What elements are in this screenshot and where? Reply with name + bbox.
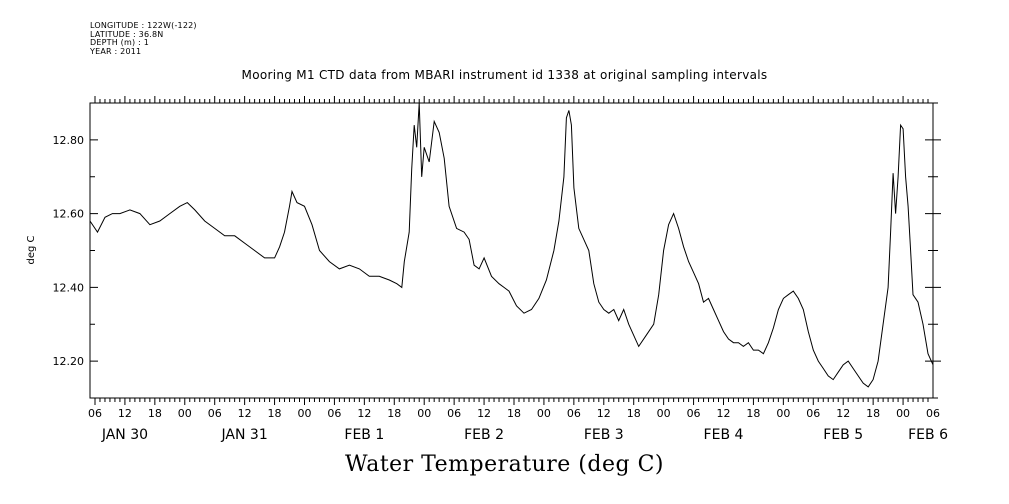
- x-tick-label: 12: [716, 407, 730, 420]
- metadata-block: LONGITUDE : 122W(-122) LATITUDE : 36.8N …: [90, 21, 197, 56]
- x-day-label: FEB 1: [344, 427, 384, 443]
- y-tick-label: 12.80: [53, 134, 85, 147]
- x-tick-label: 00: [297, 407, 311, 420]
- x-day-label: FEB 6: [908, 427, 948, 443]
- meta-depth: DEPTH (m) : 1: [90, 38, 149, 47]
- x-tick-label: 00: [896, 407, 910, 420]
- x-day-label: FEB 2: [464, 427, 504, 443]
- x-tick-label: 12: [118, 407, 132, 420]
- x-tick-label: 06: [88, 407, 102, 420]
- x-tick-label: 06: [687, 407, 701, 420]
- x-tick-label: 18: [268, 407, 282, 420]
- x-tick-label: 00: [657, 407, 671, 420]
- x-tick-label: 06: [327, 407, 341, 420]
- x-tick-label: 12: [836, 407, 850, 420]
- x-tick-label: 12: [477, 407, 491, 420]
- x-tick-label: 12: [357, 407, 371, 420]
- x-day-label: JAN 30: [101, 427, 148, 443]
- meta-longitude: LONGITUDE : 122W(-122): [90, 21, 197, 30]
- y-tick-label: 12.60: [53, 208, 85, 221]
- meta-year: YEAR : 2011: [90, 46, 142, 56]
- y-axis-label: deg C: [26, 235, 37, 264]
- x-tick-label: 18: [746, 407, 760, 420]
- x-tick-label: 18: [627, 407, 641, 420]
- x-tick-label: 00: [178, 407, 192, 420]
- y-tick-label: 12.20: [53, 355, 85, 368]
- x-tick-label: 06: [208, 407, 222, 420]
- y-tick-label: 12.40: [53, 281, 85, 294]
- x-tick-label: 18: [507, 407, 521, 420]
- x-tick-label: 18: [866, 407, 880, 420]
- x-day-label: FEB 5: [823, 427, 863, 443]
- x-tick-label: 00: [537, 407, 551, 420]
- x-tick-label: 00: [417, 407, 431, 420]
- x-tick-label: 12: [597, 407, 611, 420]
- x-tick-label: 06: [806, 407, 820, 420]
- x-tick-label: 06: [926, 407, 940, 420]
- axis-labels: 12.20 12.40 12.60 12.80 06 12 18 00 06 12 18 00 06 12…: [53, 134, 949, 443]
- footer-title: Water Temperature (deg C): [345, 452, 664, 477]
- x-tick-label: 06: [447, 407, 461, 420]
- x-tick-label: 00: [776, 407, 790, 420]
- chart-title: Mooring M1 CTD data from MBARI instrumen…: [241, 68, 768, 82]
- temperature-series-line: [89, 102, 934, 388]
- x-tick-label: 06: [567, 407, 581, 420]
- x-tick-label: 18: [148, 407, 162, 420]
- meta-latitude: LATITUDE : 36.8N: [90, 29, 164, 39]
- x-day-label: FEB 3: [584, 427, 624, 443]
- plot-frame: [89, 102, 934, 399]
- x-day-label: FEB 4: [704, 427, 744, 443]
- x-tick-label: 12: [238, 407, 252, 420]
- x-tick-label: 18: [387, 407, 401, 420]
- axis-ticks: [90, 96, 941, 405]
- x-day-label: JAN 31: [221, 427, 268, 443]
